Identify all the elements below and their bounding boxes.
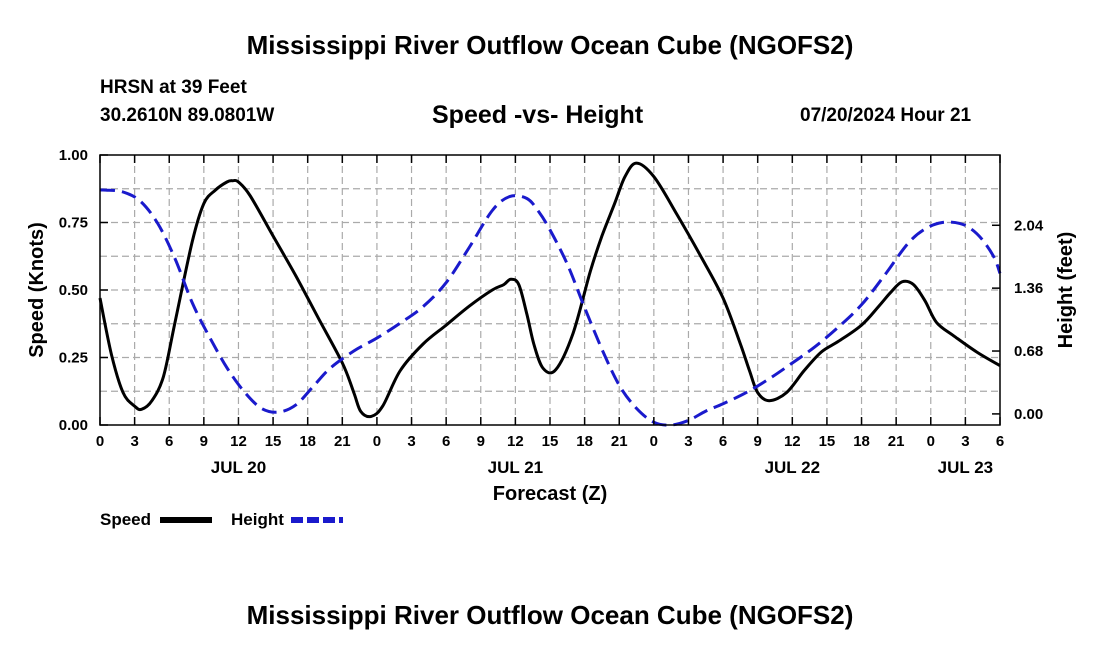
x-tick-label: 15 bbox=[819, 433, 836, 450]
station-coordinates: 30.2610N 89.0801W bbox=[100, 105, 275, 126]
x-tick-label: 12 bbox=[507, 433, 524, 450]
x-tick-label: 9 bbox=[754, 433, 762, 450]
axis-ticks bbox=[99, 154, 1001, 426]
series-lines bbox=[98, 161, 1002, 427]
x-tick-label: 15 bbox=[542, 433, 559, 450]
legend-label-speed: Speed bbox=[100, 510, 151, 529]
x-tick-label: 3 bbox=[130, 433, 138, 450]
x-tick-label: 3 bbox=[407, 433, 415, 450]
grid-lines bbox=[100, 155, 1000, 425]
y-left-tick-label: 0.00 bbox=[59, 417, 88, 434]
x-tick-label: 12 bbox=[784, 433, 801, 450]
x-tick-label: 15 bbox=[265, 433, 282, 450]
y-right-tick-label: 2.04 bbox=[1014, 217, 1044, 234]
y-right-tick-label: 0.68 bbox=[1014, 343, 1043, 360]
legend: Speed Height bbox=[100, 510, 343, 529]
x-tick-label: 18 bbox=[576, 433, 593, 450]
x-tick-label: 9 bbox=[477, 433, 485, 450]
x-tick-label: 3 bbox=[684, 433, 692, 450]
x-tick-label: 6 bbox=[996, 433, 1004, 450]
y-left-tick-label: 0.75 bbox=[59, 215, 88, 232]
series-line-speed bbox=[98, 161, 1001, 419]
y-left-tick-label: 1.00 bbox=[59, 147, 88, 164]
x-tick-label: 0 bbox=[927, 433, 935, 450]
x-axis-title: Forecast (Z) bbox=[493, 483, 607, 505]
forecast-timestamp: 07/20/2024 Hour 21 bbox=[800, 105, 972, 126]
y-left-tick-label: 0.25 bbox=[59, 350, 88, 367]
y-left-tick-label: 0.50 bbox=[59, 282, 88, 299]
footer-title: Mississippi River Outflow Ocean Cube (NG… bbox=[246, 600, 854, 630]
x-tick-label: 0 bbox=[96, 433, 104, 450]
x-tick-label: 12 bbox=[230, 433, 247, 450]
x-tick-label: 6 bbox=[719, 433, 727, 450]
y-right-tick-label: 0.00 bbox=[1014, 406, 1043, 423]
main-title: Mississippi River Outflow Ocean Cube (NG… bbox=[246, 30, 854, 60]
station-name: HRSN at 39 Feet bbox=[100, 77, 247, 98]
x-tick-label: 21 bbox=[611, 433, 628, 450]
x-tick-label: 18 bbox=[853, 433, 870, 450]
x-date-label: JUL 23 bbox=[938, 458, 993, 477]
axis-labels: 0 3 6 9 12 15 18 21 0 3 6 9 12 15 18 21 0 3 6 9 12 15 18 21 0 3 6J… bbox=[59, 147, 1044, 477]
y-axis-left-title: Speed (Knots) bbox=[26, 222, 48, 358]
legend-label-height: Height bbox=[231, 510, 284, 529]
x-date-label: JUL 21 bbox=[488, 458, 543, 477]
x-tick-label: 6 bbox=[442, 433, 450, 450]
x-tick-label: 3 bbox=[961, 433, 969, 450]
x-tick-label: 21 bbox=[888, 433, 905, 450]
x-date-label: JUL 22 bbox=[765, 458, 820, 477]
series-line-height bbox=[99, 188, 1002, 427]
x-tick-label: 6 bbox=[165, 433, 173, 450]
x-tick-label: 0 bbox=[650, 433, 658, 450]
x-date-label: JUL 20 bbox=[211, 458, 266, 477]
x-tick-label: 9 bbox=[200, 433, 208, 450]
x-tick-label: 0 bbox=[373, 433, 381, 450]
x-tick-label: 18 bbox=[299, 433, 316, 450]
y-axis-right-title: Height (feet) bbox=[1055, 232, 1077, 349]
chart-subtitle: Speed -vs- Height bbox=[432, 101, 644, 129]
x-tick-label: 21 bbox=[334, 433, 351, 450]
y-right-tick-label: 1.36 bbox=[1014, 280, 1043, 297]
